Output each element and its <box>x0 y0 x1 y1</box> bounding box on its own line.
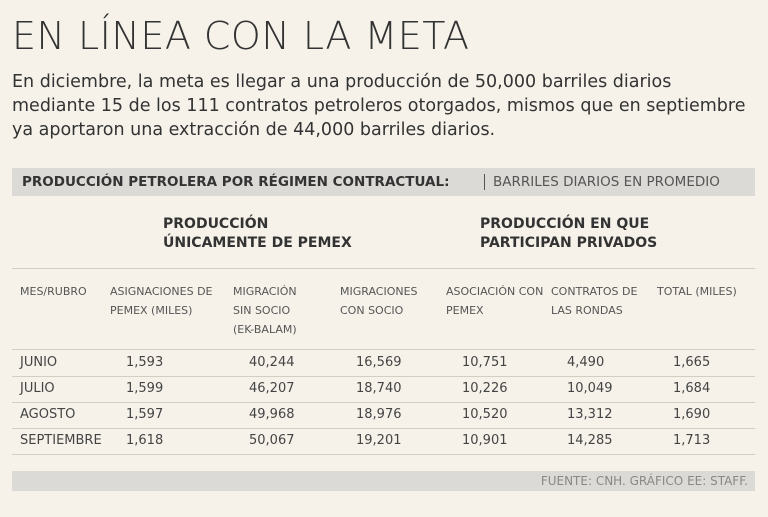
cell: JUNIO <box>20 355 58 370</box>
cell: 1,690 <box>673 407 711 422</box>
intro-line: ya aportaron una extracción de 44,000 ba… <box>12 120 496 140</box>
footer-bar <box>12 471 755 491</box>
cell: 40,244 <box>249 355 295 370</box>
column-header: TOTAL (MILES) <box>657 285 737 298</box>
column-header: PEMEX (MILES) <box>110 304 193 317</box>
intro-line: mediante 15 de los 111 contratos petrole… <box>12 96 746 116</box>
rule <box>12 402 755 403</box>
rule <box>12 454 755 455</box>
cell: JULIO <box>20 381 55 396</box>
column-header: MIGRACIÓN <box>233 285 297 298</box>
cell: 49,968 <box>249 407 295 422</box>
cell: 18,976 <box>356 407 402 422</box>
cell: 10,751 <box>462 355 508 370</box>
cell: 14,285 <box>567 433 613 448</box>
cell: 18,740 <box>356 381 402 396</box>
cell: 4,490 <box>567 355 605 370</box>
column-header: ASOCIACIÓN CON <box>446 285 544 298</box>
column-header: PEMEX <box>446 304 484 317</box>
cell: 13,312 <box>567 407 613 422</box>
cell: 46,207 <box>249 381 295 396</box>
cell: SEPTIEMBRE <box>20 433 102 448</box>
title: EN LÍNEA CON LA META <box>12 14 470 58</box>
column-header: ASIGNACIONES DE <box>110 285 213 298</box>
rule <box>12 349 755 350</box>
column-header: CONTRATOS DE <box>551 285 638 298</box>
rule <box>12 428 755 429</box>
cell: 1,618 <box>126 433 164 448</box>
cell: 1,599 <box>126 381 164 396</box>
column-header: MES/RUBRO <box>20 285 87 298</box>
group-header: PRODUCCIÓN <box>163 216 269 232</box>
source: FUENTE: CNH. GRÁFICO EE: STAFF. <box>540 474 748 488</box>
cell: 16,569 <box>356 355 402 370</box>
column-header: MIGRACIONES <box>340 285 418 298</box>
cell: 10,049 <box>567 381 613 396</box>
cell: 19,201 <box>356 433 402 448</box>
cell: 10,520 <box>462 407 508 422</box>
column-header: SIN SOCIO <box>233 304 291 317</box>
cell: 1,713 <box>673 433 711 448</box>
column-header: CON SOCIO <box>340 304 404 317</box>
cell: 50,067 <box>249 433 295 448</box>
rule <box>12 268 755 269</box>
caption-bar <box>12 168 755 196</box>
rule <box>12 376 755 377</box>
column-header: (EK-BALAM) <box>233 323 297 336</box>
caption: PRODUCCIÓN PETROLERA POR RÉGIMEN CONTRAC… <box>22 174 450 190</box>
column-header: LAS RONDAS <box>551 304 623 317</box>
cell: AGOSTO <box>20 407 76 422</box>
cell: 1,597 <box>126 407 164 422</box>
cell: 10,226 <box>462 381 508 396</box>
intro-line: En diciembre, la meta es llegar a una pr… <box>12 72 672 92</box>
cell: 1,593 <box>126 355 164 370</box>
group-header: PARTICIPAN PRIVADOS <box>480 235 658 251</box>
unit: BARRILES DIARIOS EN PROMEDIO <box>484 174 720 190</box>
cell: 1,665 <box>673 355 711 370</box>
group-header: ÚNICAMENTE DE PEMEX <box>163 235 352 251</box>
cell: 10,901 <box>462 433 508 448</box>
cell: 1,684 <box>673 381 711 396</box>
group-header: PRODUCCIÓN EN QUE <box>480 216 650 232</box>
